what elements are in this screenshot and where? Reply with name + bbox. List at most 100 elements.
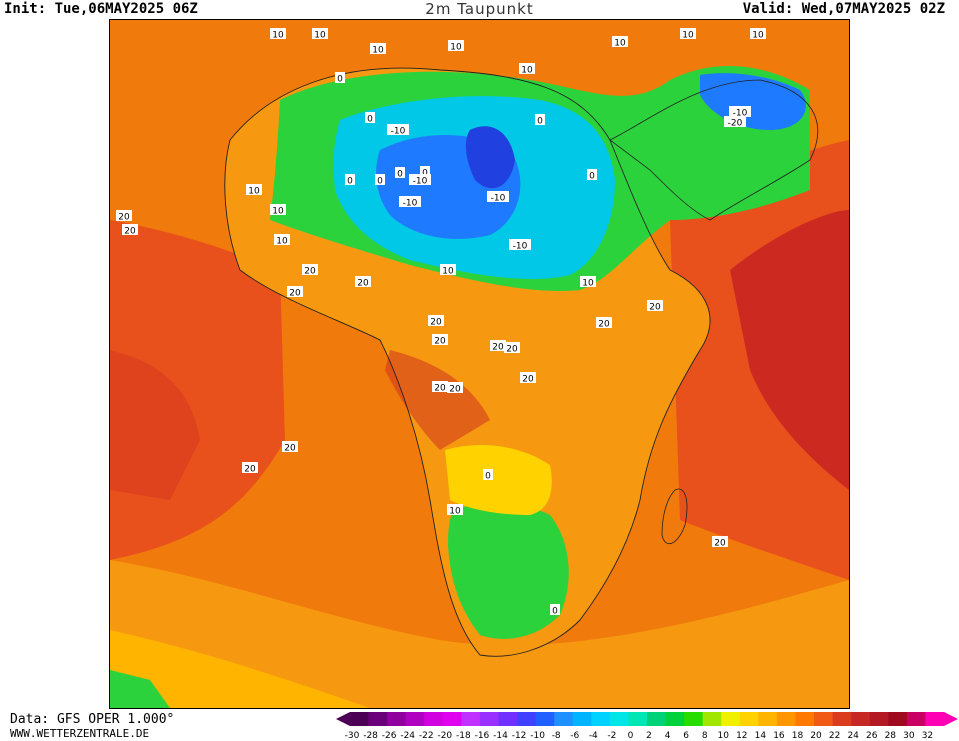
legend-tick-label: 20: [810, 731, 822, 741]
contour-label-bg: [712, 536, 728, 547]
contour-label: -10: [391, 127, 406, 137]
contour-label: 20: [598, 320, 610, 330]
legend-tick-label: 26: [866, 731, 878, 741]
atlantic-hot: [110, 350, 200, 500]
legend-tick-label: 4: [665, 731, 671, 741]
contour-label-bg: [122, 224, 138, 235]
legend-swatch: [665, 712, 685, 726]
legend-swatch: [684, 712, 704, 726]
contour-label: 10: [442, 267, 454, 277]
contour-label: 20: [434, 337, 446, 347]
legend-arrow-left: [336, 712, 350, 726]
legend-swatch: [442, 712, 462, 726]
legend-tick-label: -30: [345, 731, 360, 741]
legend-swatch: [405, 712, 425, 726]
legend-swatch: [479, 712, 499, 726]
contour-label-bg: [680, 28, 696, 39]
valid-time: Valid: Wed,07MAY2025 02Z: [742, 1, 945, 17]
legend-tick-label: 30: [903, 731, 915, 741]
contour-label-bg: [448, 40, 464, 51]
contour-label: 20: [244, 465, 256, 475]
contour-label: 20: [649, 303, 661, 313]
color-legend: -30 -28 -26 -24 -22 -20 -18 -16 -14 -12 -10 -8 -6 -4-…: [336, 712, 958, 741]
atlantic-warm: [110, 220, 285, 560]
legend-swatch: [554, 712, 574, 726]
south-africa-green: [448, 503, 569, 639]
data-source: Data: GFS OPER 1.000°: [10, 712, 175, 727]
legend-swatch: [647, 712, 666, 726]
contour-label: 20: [714, 539, 726, 549]
dry-core-deepest: [465, 126, 515, 189]
contour-label: 10: [614, 39, 626, 49]
contour-label: 20: [522, 375, 534, 385]
contour-label: 10: [682, 31, 694, 41]
contour-label-bg: [487, 191, 509, 202]
contour-label-bg: [612, 36, 628, 47]
legend-swatch: [776, 712, 796, 726]
contour-label-bg: [312, 28, 328, 39]
congo-hot: [385, 350, 490, 450]
contour-label-bg: [490, 340, 506, 351]
legend-tick-label: -28: [363, 731, 378, 741]
legend-swatch: [572, 712, 592, 726]
dewpoint-map: 10 10 10 10 10 10 10 10 10 10 10 10 10 10 0 0 0 0 0 0 0 0 0 0 -1…: [109, 19, 850, 709]
contour-label-bg: [365, 112, 375, 123]
contour-label-bg: [335, 72, 345, 83]
legend-tick-label: -14: [493, 731, 508, 741]
legend-swatch: [628, 712, 648, 726]
legend-tick-label: -12: [512, 731, 527, 741]
sw-green: [110, 670, 170, 708]
contour-label: 20: [124, 227, 136, 237]
contour-label: 10: [372, 46, 384, 56]
contour-label: 0: [367, 115, 373, 125]
contour-label-bg: [409, 174, 431, 185]
arabia-dry: [700, 73, 806, 130]
contour-label-bg: [420, 166, 430, 177]
legend-tick-label: 18: [792, 731, 804, 741]
contour-label-bg: [399, 196, 421, 207]
contour-label: 0: [537, 117, 543, 127]
legend-swatch: [591, 712, 611, 726]
legend-swatch: [925, 712, 945, 726]
legend-swatch: [609, 712, 629, 726]
contour-label-bg: [519, 63, 535, 74]
legend-swatch: [832, 712, 852, 726]
legend-tick-label: -16: [475, 731, 490, 741]
legend-tick-label: 2: [646, 731, 652, 741]
legend-swatch: [535, 712, 555, 726]
contour-label: 0: [589, 172, 595, 182]
contour-label-bg: [274, 234, 290, 245]
contour-label: 20: [118, 213, 130, 223]
contour-label-bg: [395, 167, 405, 178]
contour-label-bg: [432, 334, 448, 345]
legend-tick-label: -22: [419, 731, 434, 741]
south-ocean-cool: [110, 630, 370, 708]
contour-label: 20: [289, 289, 301, 299]
contour-label-bg: [647, 300, 663, 311]
legend-swatch: [517, 712, 537, 726]
legend-swatch: [814, 712, 834, 726]
legend-tick-label: 14: [755, 731, 767, 741]
contour-label: 10: [521, 66, 533, 76]
contour-label: 0: [397, 170, 403, 180]
legend-swatch: [906, 712, 926, 726]
contour-label-bg: [580, 276, 596, 287]
legend-swatch: [498, 712, 518, 726]
legend-swatch: [795, 712, 815, 726]
contour-label-bg: [447, 382, 463, 393]
contour-label-bg: [116, 210, 132, 221]
contour-label: 20: [357, 279, 369, 289]
legend-swatch: [739, 712, 759, 726]
legend-swatch: [869, 712, 889, 726]
legend-tick-label: 28: [885, 731, 897, 741]
contour-label: 0: [552, 607, 558, 617]
contour-label: 10: [582, 279, 594, 289]
legend-tick-label: -26: [382, 731, 397, 741]
contour-label-bg: [483, 469, 493, 480]
contour-label-bg: [242, 462, 258, 473]
legend-swatch: [702, 712, 722, 726]
legend-tick-label: 22: [829, 731, 840, 741]
legend-tick-label: 24: [847, 731, 859, 741]
legend-tick-label: 10: [718, 731, 730, 741]
